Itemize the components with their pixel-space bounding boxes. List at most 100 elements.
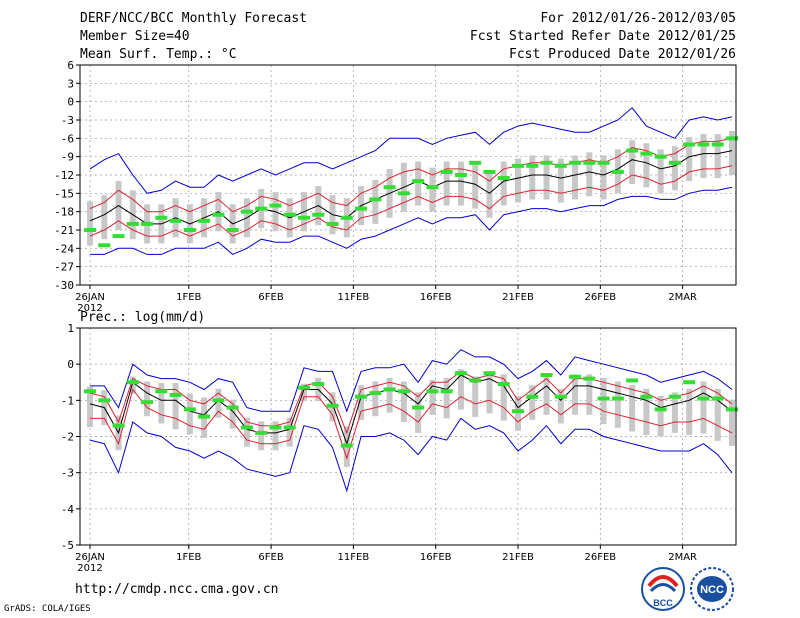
x-tick-label: 26JAN: [75, 552, 105, 563]
observed-marker: [412, 179, 425, 184]
x-tick-label: 6FEB: [258, 292, 283, 303]
observed-marker: [454, 371, 467, 376]
observed-marker: [726, 407, 738, 412]
ensemble-box: [557, 158, 564, 203]
ensemble-box: [529, 385, 536, 420]
observed-marker: [169, 392, 182, 397]
observed-marker: [711, 142, 724, 147]
ensemble-box: [443, 161, 450, 206]
observed-marker: [226, 405, 239, 410]
ensemble-box: [457, 161, 464, 206]
observed-marker: [198, 218, 211, 223]
bcc-logo-text: BCC: [653, 598, 673, 608]
x-tick-label: 1FEB: [176, 552, 201, 563]
chart-title: DERF/NCC/BCC Monthly Forecast: [80, 11, 307, 26]
y-tick-label: 6: [67, 59, 74, 72]
observed-marker: [312, 212, 325, 217]
ensemble-box: [472, 164, 479, 209]
y-tick-label: -2: [61, 431, 74, 444]
observed-marker: [683, 142, 696, 147]
ensemble-box: [671, 146, 678, 191]
ensemble-box: [457, 369, 464, 410]
observed-marker: [469, 160, 482, 165]
ensemble-box: [158, 382, 165, 424]
observed-marker: [426, 185, 439, 190]
observed-marker: [711, 396, 724, 401]
ensemble-box: [172, 382, 179, 430]
precip-panel-title: Prec.: log(mm/d): [80, 310, 206, 325]
y-tick-label: -3: [61, 467, 74, 480]
ensemble-box: [386, 377, 393, 413]
ensemble-mean-line: [89, 150, 733, 225]
ensemble-box: [272, 421, 279, 451]
y-tick-label: 0: [67, 96, 74, 109]
ensemble-box: [301, 383, 307, 402]
y-tick-label: -9: [61, 151, 74, 164]
observed-marker: [640, 394, 653, 399]
observed-marker: [626, 378, 639, 383]
observed-marker: [98, 398, 111, 403]
y-tick-label: -3: [61, 114, 74, 127]
observed-marker: [554, 163, 567, 168]
observed-marker: [112, 423, 125, 428]
observed-marker: [654, 154, 667, 159]
x-tick-label: 11FEB: [338, 552, 370, 563]
x-tick-label: 21FEB: [502, 292, 534, 303]
ensemble-box: [101, 195, 108, 240]
observed-marker: [640, 151, 653, 156]
observed-marker: [569, 160, 582, 165]
y-tick-label: -21: [54, 224, 74, 237]
started-date-label: Fcst Started Refer Date 2012/01/25: [469, 29, 736, 44]
x-tick-label: 26FEB: [584, 292, 616, 303]
plot-frame: [79, 64, 737, 286]
envelope-max-line: [89, 107, 733, 194]
observed-marker: [298, 385, 310, 390]
y-tick-label: 1: [67, 322, 74, 335]
y-tick-label: 0: [67, 358, 74, 371]
envelope-min-line: [90, 186, 733, 255]
forecast-range-label: For 2012/01/26-2012/03/05: [540, 11, 736, 26]
y-tick-label: -18: [54, 206, 74, 219]
ensemble-box: [714, 388, 721, 441]
y-tick-label: -30: [54, 279, 74, 292]
ensemble-box: [572, 374, 579, 415]
observed-marker: [326, 403, 339, 408]
observed-marker: [512, 409, 524, 414]
observed-marker: [654, 407, 667, 412]
y-tick-label: -12: [54, 169, 74, 182]
produced-date-label: Fcst Produced Date 2012/01/26: [509, 47, 736, 62]
spread-upper-line: [89, 370, 733, 435]
x-tick-label: 11FEB: [338, 292, 370, 303]
observed-marker: [369, 391, 382, 396]
source-url[interactable]: http://cmdp.ncc.cma.gov.cn: [75, 582, 279, 597]
x-tick-label: 6FEB: [258, 552, 283, 563]
ensemble-box: [557, 388, 564, 424]
observed-marker: [269, 203, 282, 208]
observed-marker: [440, 389, 453, 394]
observed-marker: [597, 396, 610, 401]
observed-marker: [497, 176, 510, 181]
observed-marker: [112, 234, 125, 239]
observed-marker: [526, 394, 539, 399]
observed-marker: [569, 374, 582, 379]
ensemble-box: [87, 201, 93, 246]
observed-marker: [269, 425, 282, 430]
ensemble-box: [87, 386, 93, 428]
ensemble-box: [529, 155, 536, 200]
ensemble-box: [657, 395, 664, 437]
x-tick-label: 1FEB: [176, 292, 201, 303]
observed-marker: [240, 209, 253, 214]
ncc-logo-icon: NCC: [690, 567, 734, 611]
ensemble-box: [129, 376, 136, 394]
observed-marker: [298, 215, 310, 220]
spread-upper-line: [89, 137, 733, 213]
variable-label: Mean Surf. Temp.: °C: [80, 47, 237, 62]
ensemble-box: [144, 381, 151, 417]
observed-marker: [126, 380, 139, 385]
observed-marker: [726, 136, 738, 141]
observed-marker: [383, 387, 396, 392]
ensemble-box: [443, 377, 450, 419]
ensemble-box: [515, 158, 521, 203]
ensemble-box: [572, 155, 579, 200]
